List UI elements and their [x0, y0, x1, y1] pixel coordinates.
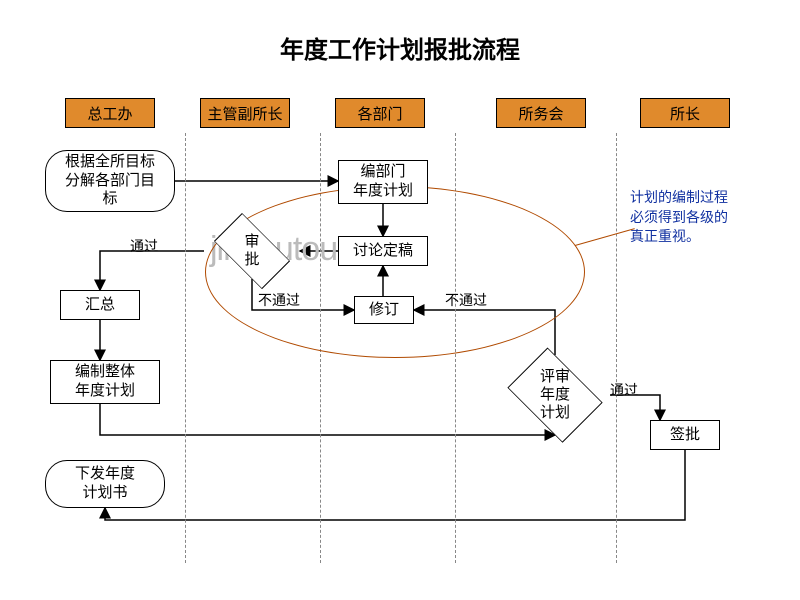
edge-sign-distribute	[105, 450, 685, 520]
lane-header-3: 所务会	[496, 98, 586, 128]
node-summary: 汇总	[60, 290, 140, 320]
flowchart-canvas: 年度工作计划报批流程 jinchutou.com 总工办主管副所长各部门所务会所…	[0, 0, 800, 600]
lane-header-2: 各部门	[335, 98, 425, 128]
node-discuss: 讨论定稿	[338, 236, 428, 266]
edge-label-9: 不通过	[445, 290, 487, 310]
lane-header-1: 主管副所长	[200, 98, 290, 128]
lane-divider-2	[455, 133, 456, 563]
node-approve1: 审 批	[204, 223, 300, 279]
edge-label-4: 不通过	[258, 290, 300, 310]
node-start: 根据全所目标 分解各部门目 标	[45, 150, 175, 212]
node-revise: 修订	[354, 296, 414, 324]
edge-compile-review	[100, 404, 555, 435]
lane-divider-1	[320, 133, 321, 563]
edge-label-3: 通过	[130, 236, 158, 256]
lane-header-4: 所长	[640, 98, 730, 128]
node-dept_plan: 编部门 年度计划	[338, 160, 428, 204]
edge-review-revise	[414, 310, 555, 355]
node-distribute: 下发年度 计划书	[45, 460, 165, 508]
lane-header-0: 总工办	[65, 98, 155, 128]
lane-divider-3	[616, 133, 617, 563]
edge-approve1-summary	[100, 251, 204, 290]
callout-tail	[575, 228, 635, 246]
edge-label-8: 通过	[610, 380, 638, 400]
callout-text: 计划的编制过程必须得到各级的真正重视。	[630, 188, 728, 247]
lane-divider-0	[185, 133, 186, 563]
page-title: 年度工作计划报批流程	[0, 30, 800, 65]
node-compile: 编制整体 年度计划	[50, 360, 160, 404]
node-review: 评审 年度 计划	[500, 355, 610, 435]
node-sign: 签批	[650, 420, 720, 450]
